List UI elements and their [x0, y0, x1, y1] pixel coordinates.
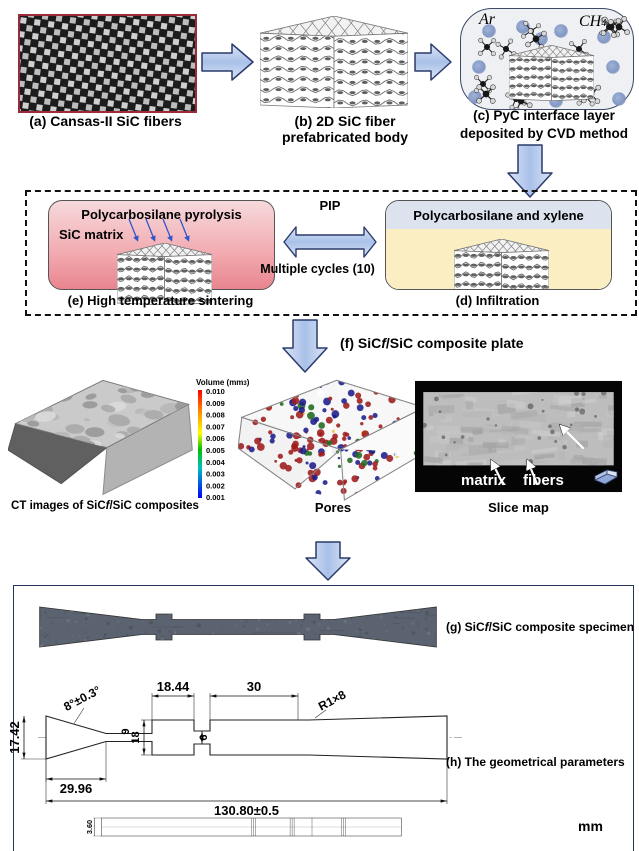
svg-text:30: 30: [247, 679, 261, 694]
svg-text:0.003: 0.003: [206, 470, 225, 479]
svg-text:17.42: 17.42: [8, 721, 22, 754]
svg-text:0.006: 0.006: [206, 434, 225, 443]
svg-text:0.002: 0.002: [206, 481, 225, 490]
svg-text:0.004: 0.004: [206, 458, 226, 467]
svg-text:8°±0.3°: 8°±0.3°: [61, 683, 103, 714]
svg-text:0.009: 0.009: [206, 399, 225, 408]
svg-text:29.96: 29.96: [60, 781, 93, 796]
svg-text:3.60: 3.60: [85, 820, 94, 834]
svg-text:9: 9: [120, 728, 132, 734]
svg-text:6: 6: [198, 734, 210, 740]
svg-text:0.008: 0.008: [206, 411, 225, 420]
svg-text:18.44: 18.44: [157, 679, 190, 694]
svg-text:0.007: 0.007: [206, 422, 225, 431]
svg-text:0.001: 0.001: [206, 493, 225, 502]
svg-text:0.010: 0.010: [206, 388, 225, 396]
svg-text:R1×8: R1×8: [316, 687, 348, 713]
svg-text:0.005: 0.005: [206, 446, 225, 455]
